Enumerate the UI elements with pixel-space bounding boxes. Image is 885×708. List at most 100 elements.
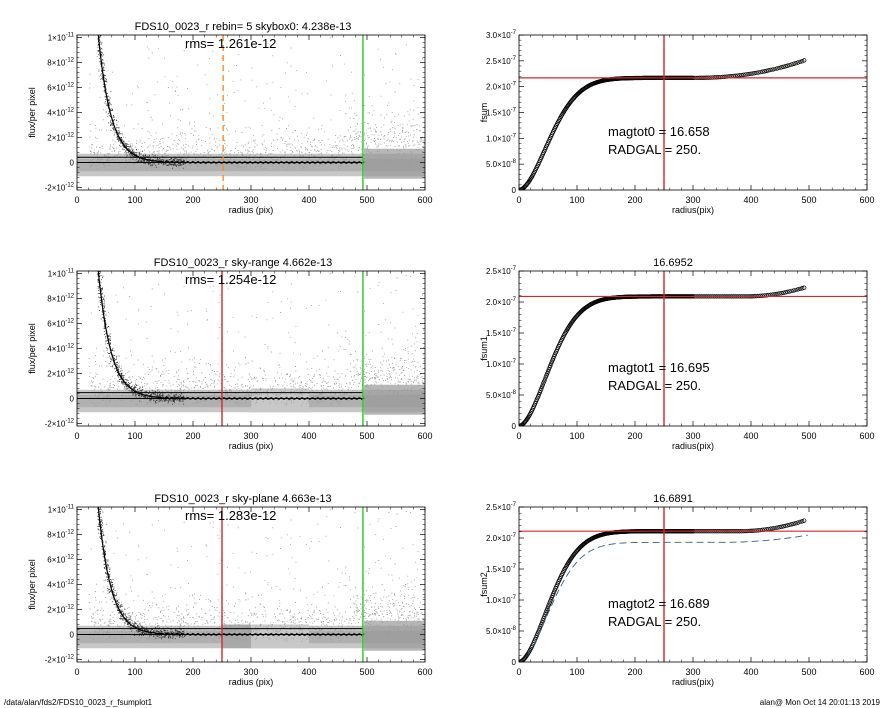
y-tick-label: 8×10-12 xyxy=(47,530,74,540)
growth-point xyxy=(781,524,786,529)
growth-point xyxy=(547,600,552,606)
y-tick-label: 2.5×10-7 xyxy=(486,56,517,66)
growth-point xyxy=(758,293,763,298)
growth-point xyxy=(764,68,769,73)
growth-point xyxy=(542,614,547,619)
growth-point xyxy=(777,291,782,296)
x-tick-label: 400 xyxy=(301,431,316,441)
growth-point xyxy=(789,288,794,294)
x-tick-label: 300 xyxy=(685,195,700,205)
x-tick-label: 400 xyxy=(301,667,316,677)
growth-point xyxy=(779,65,784,70)
y-axis-label: fsum1 xyxy=(479,336,489,361)
x-tick-label: 600 xyxy=(417,667,432,677)
x-tick-label: 400 xyxy=(743,195,758,205)
growth-point xyxy=(797,519,803,525)
growth-point xyxy=(764,293,769,298)
chart-panel: 0 100 200 300 400 500 600 -2×10-12 0 2×10-12 4×10-… xyxy=(27,21,433,215)
x-tick-label: 500 xyxy=(359,667,374,677)
dashed-comparison-curve xyxy=(519,534,808,662)
plot-area xyxy=(519,35,867,190)
growth-point xyxy=(550,593,555,598)
outer-noise-band xyxy=(364,620,425,651)
x-tick-label: 300 xyxy=(243,667,258,677)
magnitude-annotation: RADGAL = 250. xyxy=(608,378,701,393)
y-axis-label: flux/per pixel xyxy=(27,323,37,374)
y-tick-label: 8×10-12 xyxy=(47,294,74,304)
plot-area xyxy=(77,35,425,190)
y-tick-label: 2×10-12 xyxy=(47,133,74,143)
growth-point xyxy=(758,69,763,75)
chart-title: 16.6952 xyxy=(653,257,693,269)
rms-annotation: rms= 1.283e-12 xyxy=(185,508,276,523)
growth-point xyxy=(793,521,799,526)
magnitude-annotation: RADGAL = 250. xyxy=(608,142,701,157)
x-tick-label: 600 xyxy=(417,431,432,441)
y-tick-label: 0 xyxy=(512,186,517,195)
growth-point xyxy=(760,293,765,298)
x-tick-label: 400 xyxy=(743,667,758,677)
growth-point xyxy=(768,67,773,73)
growth-point xyxy=(718,74,723,80)
y-tick-label: 4×10-12 xyxy=(47,108,74,118)
growth-point xyxy=(791,288,796,293)
growth-point xyxy=(800,59,805,64)
chart-panel: 0 100 200 300 400 500 600 0 5.0×10-8 1.0×10-7 1.5×… xyxy=(479,257,875,451)
growth-point xyxy=(747,71,753,77)
x-tick-label: 500 xyxy=(801,195,816,205)
y-tick-label: 1×10-11 xyxy=(48,33,75,43)
x-tick-label: 100 xyxy=(569,431,584,441)
y-tick-label: -2×10-12 xyxy=(45,183,75,193)
rms-annotation: rms= 1.261e-12 xyxy=(185,36,276,51)
growth-point xyxy=(783,523,788,529)
y-tick-label: 2.0×10-7 xyxy=(486,82,517,92)
growth-point xyxy=(770,526,776,531)
growth-point xyxy=(542,376,548,382)
y-tick-label: 1.0×10-7 xyxy=(486,133,517,143)
growth-point xyxy=(739,72,744,78)
chart-title: FDS10_0023_r rebin= 5 skybox0: 4.238e-13 xyxy=(135,21,352,33)
y-axis-label: fsum2 xyxy=(479,572,489,597)
growth-point xyxy=(783,64,788,69)
y-tick-label: 2×10-12 xyxy=(47,605,74,615)
chart-title: FDS10_0023_r sky-range 4.662e-13 xyxy=(154,257,333,269)
profile-scatter xyxy=(97,271,185,405)
y-tick-label: 5.0×10-8 xyxy=(486,159,517,169)
growth-point xyxy=(762,293,767,298)
y-tick-label: 2.0×10-7 xyxy=(486,533,517,543)
x-tick-label: 100 xyxy=(127,667,142,677)
x-axis-label: radius(pix) xyxy=(672,205,714,215)
x-axis-label: radius(pix) xyxy=(672,441,714,451)
y-tick-label: 0 xyxy=(70,395,75,404)
y-tick-label: 1.0×10-7 xyxy=(486,359,517,369)
x-tick-label: 200 xyxy=(627,195,642,205)
growth-point xyxy=(751,71,757,76)
growth-point xyxy=(781,64,786,69)
y-tick-label: 2.5×10-7 xyxy=(486,502,517,512)
y-tick-label: 3.0×10-7 xyxy=(486,30,517,40)
y-tick-label: -2×10-12 xyxy=(45,655,75,665)
growth-point xyxy=(540,382,545,388)
y-axis-label: fsum xyxy=(479,103,489,123)
growth-point xyxy=(789,62,794,67)
growth-point xyxy=(722,74,728,79)
x-tick-label: 100 xyxy=(127,431,142,441)
growth-point xyxy=(749,71,755,76)
y-tick-label: 1×10-11 xyxy=(48,505,75,515)
y-tick-label: 0 xyxy=(512,422,517,431)
growth-point xyxy=(791,61,796,66)
x-axis-label: radius (pix) xyxy=(229,677,274,687)
x-tick-label: 300 xyxy=(685,667,700,677)
plot-area xyxy=(519,271,867,426)
growth-point xyxy=(793,61,799,66)
x-axis-label: radius (pix) xyxy=(229,441,274,451)
growth-point xyxy=(756,70,761,75)
growth-point xyxy=(791,521,796,526)
growth-point xyxy=(795,287,801,292)
growth-point xyxy=(774,291,780,297)
growth-point xyxy=(720,74,725,80)
growth-point xyxy=(548,361,554,366)
y-tick-label: 5.0×10-8 xyxy=(486,626,517,636)
y-tick-label: 1.5×10-7 xyxy=(486,328,517,338)
